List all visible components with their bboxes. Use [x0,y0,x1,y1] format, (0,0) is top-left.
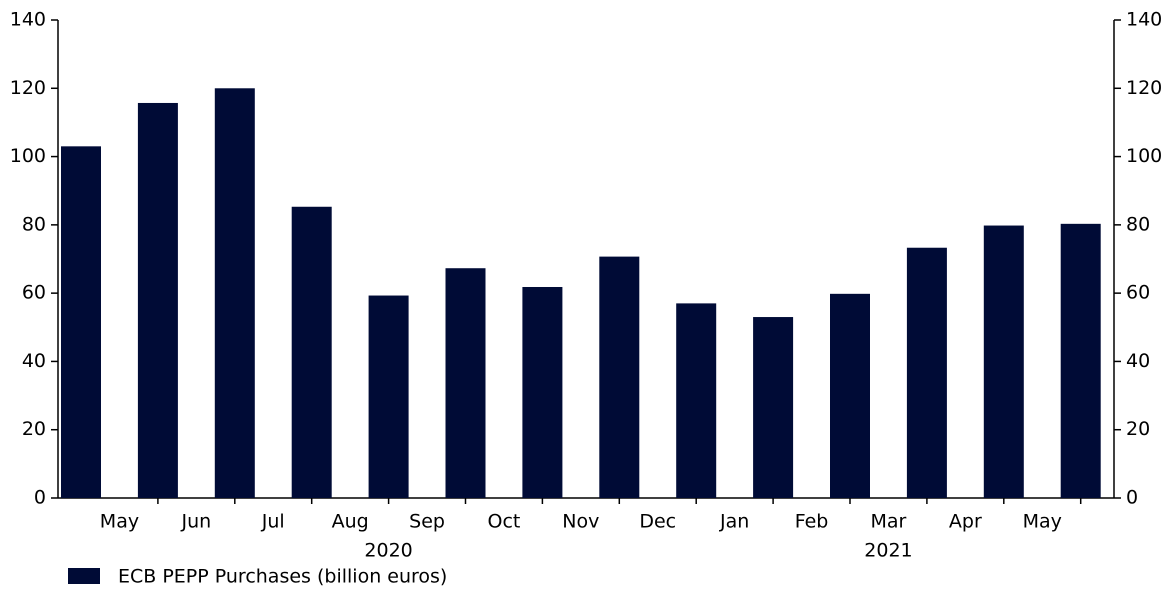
bar [522,286,563,498]
y-tick-label: 80 [22,213,46,235]
bar [830,293,870,498]
x-tick-label: Apr [949,511,982,533]
y2-tick-label: 20 [1126,418,1150,440]
x-group-label: 2021 [864,540,912,562]
y-tick-label: 60 [22,282,46,304]
x-tick-label: Dec [639,511,676,533]
legend-swatch [68,568,100,584]
x-tick-label: Mar [871,511,907,533]
y2-tick-label: 120 [1126,77,1162,99]
bar [61,146,101,499]
x-tick-label: Jun [181,511,212,533]
y-tick-label: 140 [10,9,46,31]
x-tick-label: Jul [261,511,285,533]
bar [753,317,794,498]
y-tick-label: 120 [10,77,46,99]
bar [1060,223,1101,498]
y-tick-label: 40 [22,350,46,372]
bar [291,206,332,499]
bar [137,102,178,499]
x-tick-label: Feb [795,511,829,533]
y2-tick-label: 140 [1126,9,1162,31]
y2-tick-label: 80 [1126,213,1150,235]
y2-tick-label: 100 [1126,145,1162,167]
x-tick-label: Nov [562,511,599,533]
y-tick-label: 0 [34,487,46,509]
bar [599,256,640,498]
x-tick-label: May [100,511,139,533]
x-group-label: 2020 [364,540,412,562]
y2-tick-label: 40 [1126,350,1150,372]
x-tick-label: May [1023,511,1062,533]
bar [906,247,947,498]
bar [214,88,255,499]
y2-tick-label: 60 [1126,282,1150,304]
legend-label: ECB PEPP Purchases (billion euros) [118,566,447,588]
y-tick-label: 100 [10,145,46,167]
x-tick-label: Oct [488,511,521,533]
y-tick-label: 20 [22,418,46,440]
bar [368,295,409,498]
bar [676,303,717,498]
bar [445,268,486,498]
bar [983,225,1024,499]
x-tick-label: Jan [719,511,749,533]
x-tick-label: Aug [332,511,369,533]
y2-tick-label: 0 [1126,487,1138,509]
x-tick-label: Sep [409,511,445,533]
